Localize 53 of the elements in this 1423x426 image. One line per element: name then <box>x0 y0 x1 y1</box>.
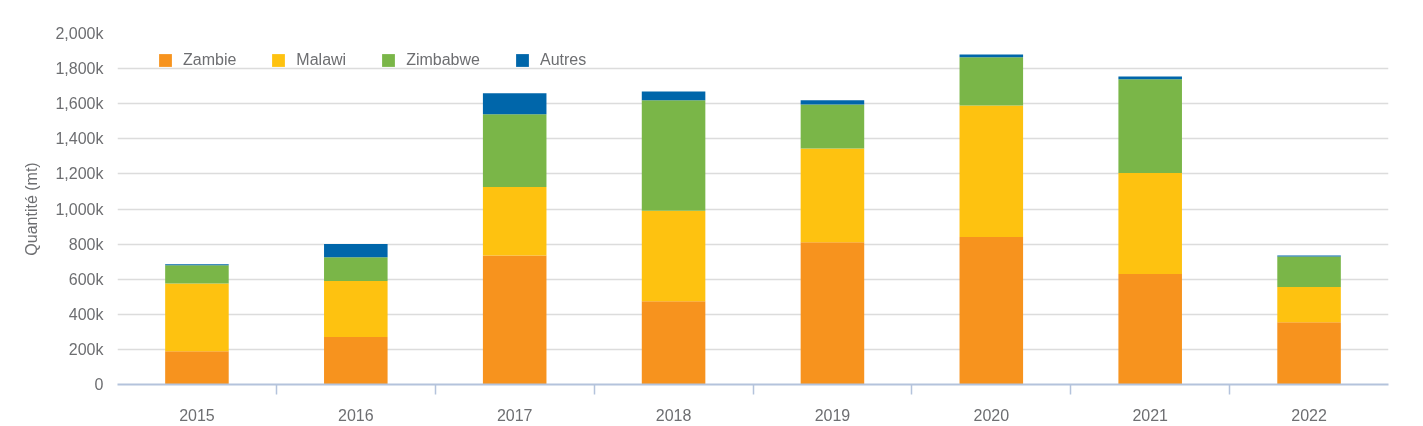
y-tick-label: 1,200k <box>55 165 105 183</box>
bar <box>800 100 865 105</box>
y-tick-label: 600k <box>68 270 105 288</box>
bar <box>641 210 706 302</box>
bar <box>482 187 547 256</box>
bar <box>641 91 706 101</box>
x-tick-label: 2022 <box>1291 406 1327 424</box>
bar <box>482 93 547 115</box>
bar <box>800 242 865 385</box>
bar <box>1277 287 1341 323</box>
bar <box>165 283 229 352</box>
bar <box>959 57 1024 106</box>
bar <box>165 265 229 284</box>
x-tick-label: 2021 <box>1132 406 1169 424</box>
bar <box>959 237 1024 385</box>
x-tick-label: 2019 <box>814 406 851 424</box>
y-tick-label: 1,800k <box>55 60 105 78</box>
bar <box>324 244 388 258</box>
y-tick-label: 200k <box>68 340 105 358</box>
legend-label: Autres <box>539 51 587 69</box>
y-tick-label: 1,600k <box>55 95 105 113</box>
bar <box>1118 273 1182 385</box>
bar <box>800 148 865 243</box>
x-tick-label: 2015 <box>179 406 215 424</box>
bar <box>1118 79 1182 174</box>
y-axis-title: Quantité (mt) <box>23 162 41 256</box>
bar <box>1277 256 1341 288</box>
bar <box>482 114 547 188</box>
y-tick-label: 0 <box>94 376 104 393</box>
bar <box>482 255 547 385</box>
bar <box>800 104 865 149</box>
bar <box>1118 76 1182 80</box>
bar <box>641 301 706 385</box>
x-tick-label: 2017 <box>496 406 533 424</box>
bar <box>1118 173 1182 274</box>
bar <box>641 100 706 211</box>
y-tick-label: 400k <box>68 305 105 323</box>
x-tick-label: 2020 <box>973 406 1010 424</box>
x-tick-label: 2016 <box>338 406 374 424</box>
bar <box>165 351 229 385</box>
x-tick-label: 2018 <box>655 406 692 424</box>
y-tick-label: 1,000k <box>55 200 105 218</box>
bar <box>1277 322 1341 385</box>
y-tick-label: 800k <box>68 235 105 253</box>
bar <box>959 105 1024 238</box>
bar <box>324 257 388 281</box>
y-tick-label: 2,000k <box>55 25 105 42</box>
legend-label: Malawi <box>296 51 347 69</box>
bar <box>324 280 388 338</box>
legend-label: Zimbabwe <box>406 51 480 69</box>
legend-label: Zambie <box>183 51 237 69</box>
bar <box>324 337 388 385</box>
y-tick-label: 1,400k <box>55 130 105 148</box>
